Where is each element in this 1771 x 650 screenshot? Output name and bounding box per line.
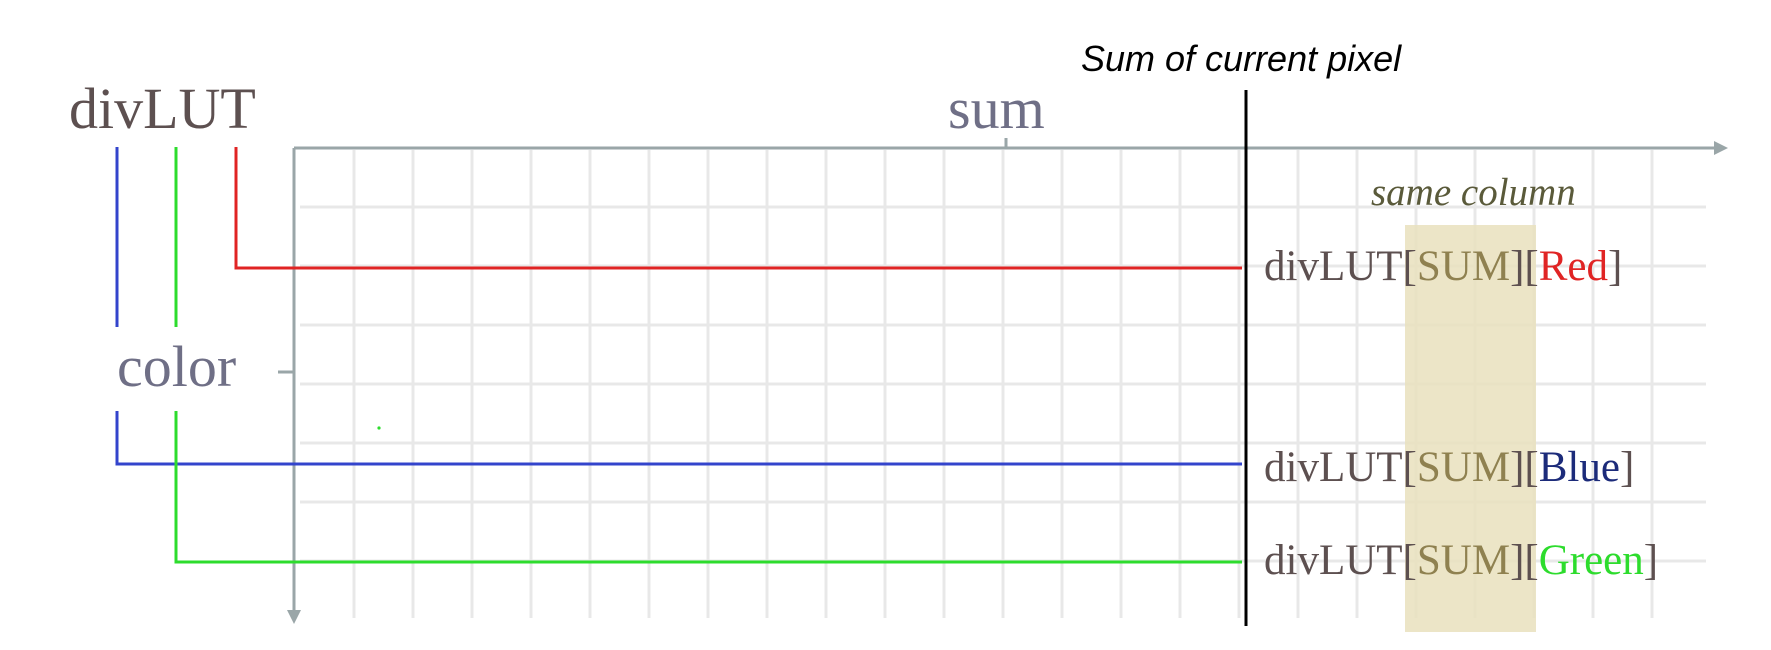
blue-wire-lower bbox=[115, 411, 1242, 466]
sum-index: SUM bbox=[1417, 537, 1510, 584]
sum-index: SUM bbox=[1417, 444, 1510, 491]
color-axis-label: color bbox=[117, 334, 236, 399]
bracket: ][ bbox=[1510, 444, 1539, 491]
same-column-highlight bbox=[1405, 225, 1536, 632]
axes bbox=[278, 138, 1728, 624]
sum-axis-label: sum bbox=[948, 76, 1045, 141]
divlut-title: divLUT bbox=[69, 76, 256, 141]
lookup-prefix: divLUT bbox=[1264, 243, 1403, 290]
green-wire-lower bbox=[174, 411, 1242, 564]
bracket: ] bbox=[1608, 243, 1622, 290]
bracket: [ bbox=[1403, 537, 1417, 584]
bracket: ] bbox=[1644, 537, 1658, 584]
channel-green: Green bbox=[1539, 537, 1644, 584]
bracket: [ bbox=[1403, 444, 1417, 491]
bracket: ][ bbox=[1510, 537, 1539, 584]
sum-index: SUM bbox=[1417, 243, 1510, 290]
channel-wires bbox=[115, 147, 1242, 564]
red-wire bbox=[234, 147, 1242, 270]
green-dot bbox=[377, 426, 381, 430]
lookup-prefix: divLUT bbox=[1264, 444, 1403, 491]
lookup-red: divLUT[SUM][Red] bbox=[1264, 243, 1622, 290]
current-sum-annotation: Sum of current pixel bbox=[1081, 38, 1402, 79]
bracket: [ bbox=[1403, 243, 1417, 290]
x-axis-arrowhead bbox=[1714, 141, 1728, 155]
lookup-prefix: divLUT bbox=[1264, 537, 1403, 584]
same-column-annotation: same column bbox=[1371, 171, 1576, 214]
bracket: ][ bbox=[1510, 243, 1539, 290]
channel-blue: Blue bbox=[1539, 444, 1620, 491]
channel-red: Red bbox=[1539, 243, 1608, 290]
y-axis-arrowhead bbox=[287, 610, 301, 624]
lookup-blue: divLUT[SUM][Blue] bbox=[1264, 444, 1634, 491]
bracket: ] bbox=[1620, 444, 1634, 491]
lookup-green: divLUT[SUM][Green] bbox=[1264, 537, 1658, 584]
